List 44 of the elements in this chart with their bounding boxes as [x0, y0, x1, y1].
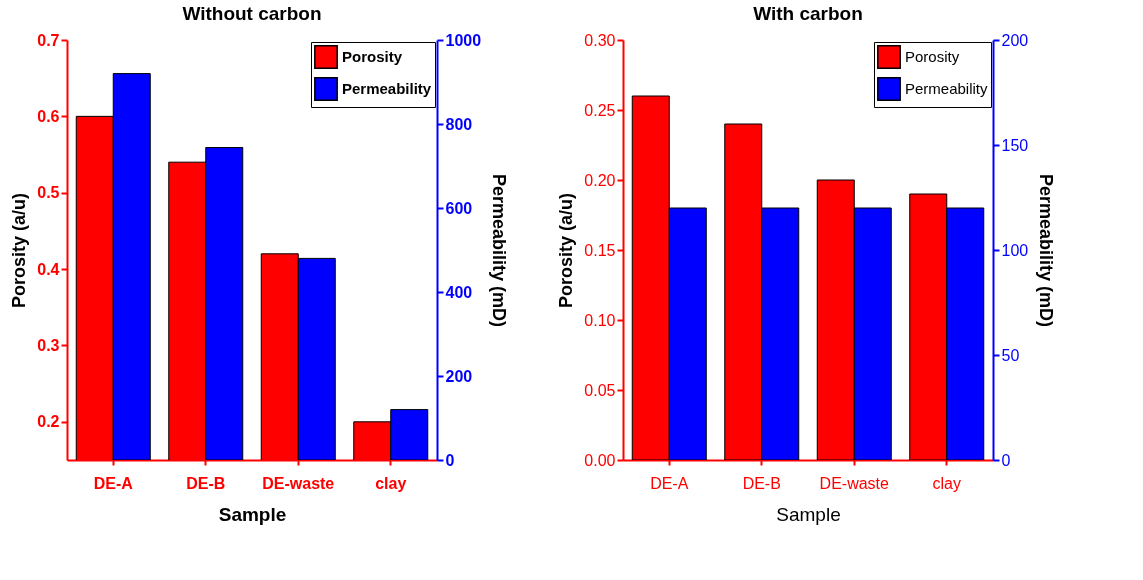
y2-tick-label: 0 [1001, 451, 1011, 469]
x-axis-title: Sample [776, 503, 841, 525]
y-tick-label: 0.05 [584, 381, 616, 399]
y-axis-title: Porosity (a/u) [9, 192, 30, 309]
x-tick-label: DE-B [186, 474, 226, 492]
legend-label: Porosity [905, 48, 960, 65]
y-tick-label: 0.3 [37, 336, 60, 354]
y2-axis-title: Permeability (mD) [1036, 173, 1057, 328]
y2-tick-label: 800 [445, 115, 473, 133]
y-tick-label: 0.30 [584, 31, 616, 49]
y-tick-label: 0.4 [37, 260, 60, 278]
y-tick-label: 0.15 [584, 241, 616, 259]
y2-tick-label: 0 [445, 451, 455, 469]
legend-label: Porosity [342, 48, 403, 65]
x-tick-label: clay [932, 474, 961, 492]
y-tick-label: 0.20 [584, 171, 616, 189]
x-tick-label: DE-A [93, 474, 134, 492]
y-tick-label: 0.2 [37, 413, 60, 431]
y-tick-label: 0.00 [584, 451, 616, 469]
y-axis-title: Porosity (a/u) [556, 192, 577, 309]
x-axis-title: Sample [218, 503, 287, 525]
y2-tick-label: 50 [1001, 346, 1020, 364]
y2-tick-label: 100 [1001, 241, 1029, 259]
chart-title: Without carbon [182, 3, 322, 24]
legend-label: Permeability [342, 80, 432, 97]
y-tick-label: 0.7 [37, 31, 60, 49]
y2-tick-label: 150 [1001, 136, 1029, 154]
x-tick-label: DE-waste [262, 474, 335, 492]
x-tick-label: DE-waste [819, 474, 890, 492]
y2-tick-label: 1000 [445, 31, 482, 49]
legend-label: Permeability [905, 80, 989, 97]
y2-axis-title: Permeability (mD) [489, 173, 510, 328]
x-tick-label: DE-B [742, 474, 781, 492]
y-tick-label: 0.6 [37, 107, 60, 125]
chart-title: With carbon [753, 3, 863, 24]
y-tick-label: 0.5 [37, 184, 60, 202]
x-tick-label: clay [375, 474, 407, 492]
y2-tick-label: 600 [445, 199, 473, 217]
y2-tick-label: 200 [1001, 31, 1029, 49]
y-tick-label: 0.25 [584, 101, 616, 119]
y2-tick-label: 200 [445, 367, 473, 385]
x-tick-label: DE-A [650, 474, 689, 492]
y-tick-label: 0.10 [584, 311, 616, 329]
y2-tick-label: 400 [445, 283, 473, 301]
